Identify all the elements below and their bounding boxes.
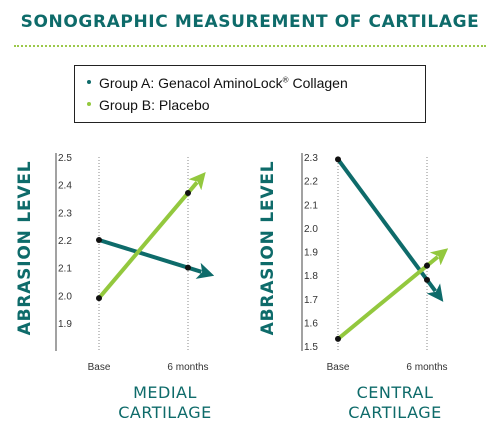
medial-ytick-label: 2.1 xyxy=(58,264,72,275)
medial-ytick-label: 2.5 xyxy=(58,153,72,164)
registered-mark: ® xyxy=(282,75,289,85)
central-ytick-label: 2.1 xyxy=(304,200,318,211)
central-series-group-a-line xyxy=(336,158,444,302)
central-point-group-b-6months xyxy=(424,262,430,269)
central-ytick-label: 1.7 xyxy=(304,295,318,306)
central-ytick-label: 1.9 xyxy=(304,248,318,259)
medial-point-group-b-base xyxy=(96,295,102,302)
legend-label-group-a: Group A: Genacol AminoLock xyxy=(99,75,283,91)
medial-series-group-a-line xyxy=(98,238,215,279)
central-xtick-label-6months: 6 months xyxy=(406,362,447,373)
central-point-group-a-base xyxy=(335,156,341,163)
caption-central: CENTRAL CARTILAGE xyxy=(300,383,490,423)
medial-point-group-a-base xyxy=(96,237,102,243)
medial-ytick-label: 2.4 xyxy=(58,181,72,192)
medial-ytick-label: 1.9 xyxy=(58,319,72,330)
central-series-group-b-line xyxy=(336,248,449,341)
legend: Group A: Genacol AminoLock® Collagen Gro… xyxy=(74,65,426,123)
central-ytick-label: 2.2 xyxy=(304,177,318,188)
legend-item-group-b: Group B: Placebo xyxy=(87,97,210,113)
central-ytick-label: 1.6 xyxy=(304,318,318,329)
central-y-axis-title: ABRASION LEVEL xyxy=(258,161,278,336)
medial-xtick-label-6months: 6 months xyxy=(167,362,208,373)
group-a-bullet-icon xyxy=(87,80,91,85)
medial-xtick-label-base: Base xyxy=(88,362,111,373)
medial-y-axis-title: ABRASION LEVEL xyxy=(15,161,35,336)
medial-point-group-a-6months xyxy=(185,264,191,271)
central-point-group-b-base xyxy=(335,335,341,342)
caption-central-line1: CENTRAL xyxy=(356,383,434,402)
group-b-bullet-icon xyxy=(87,102,91,107)
caption-medial-line1: MEDIAL xyxy=(133,383,197,402)
caption-medial-line2: CARTILAGE xyxy=(118,403,212,422)
medial-ytick-label: 2.2 xyxy=(58,236,72,247)
legend-label-group-a-suffix: Collagen xyxy=(288,75,348,91)
central-ytick-label: 2.3 xyxy=(304,153,318,164)
medial-point-group-b-6months xyxy=(185,189,191,196)
caption-central-line2: CARTILAGE xyxy=(348,403,442,422)
chart-title: SONOGRAPHIC MEASUREMENT OF CARTILAGE xyxy=(20,12,480,32)
central-point-group-a-6months xyxy=(424,276,430,283)
central-xtick-label-base: Base xyxy=(327,362,350,373)
legend-label-group-b: Group B: Placebo xyxy=(99,97,210,113)
medial-series-group-b-line xyxy=(97,172,206,300)
central-ytick-label: 2.0 xyxy=(304,224,318,235)
central-ytick-label: 1.5 xyxy=(304,342,318,353)
central-ytick-label: 1.8 xyxy=(304,271,318,282)
caption-medial: MEDIAL CARTILAGE xyxy=(70,383,260,423)
legend-item-group-a: Group A: Genacol AminoLock® Collagen xyxy=(87,75,348,91)
medial-ytick-label: 2.3 xyxy=(58,208,72,219)
dotted-divider xyxy=(14,45,486,47)
medial-ytick-label: 2.0 xyxy=(58,291,72,302)
